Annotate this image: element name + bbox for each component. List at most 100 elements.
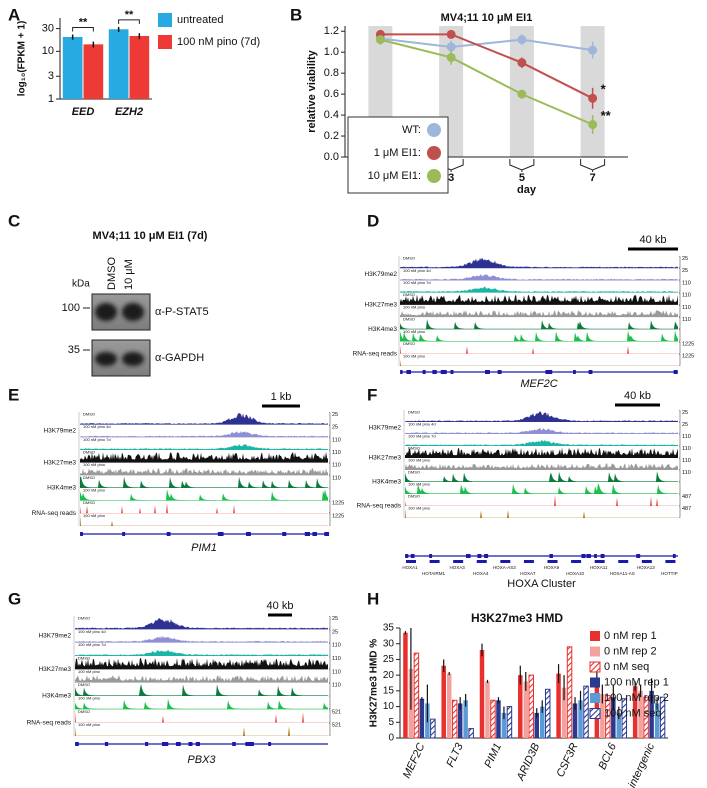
legend-swatch — [589, 661, 601, 673]
track-signal — [80, 444, 328, 450]
exon — [165, 742, 169, 746]
sample-label: DMSO — [78, 682, 90, 687]
track-scale: 487 — [682, 494, 691, 500]
track-signal — [80, 514, 328, 526]
panel-label: B — [290, 5, 302, 24]
marker-label: 100 — [62, 302, 80, 314]
legend-label: untreated — [177, 14, 223, 26]
y-tick-label: 0.6 — [324, 88, 339, 100]
gene-box — [406, 560, 416, 563]
x-tick-label: 7 — [590, 172, 596, 184]
exon — [80, 532, 83, 536]
exon — [422, 370, 426, 374]
bar — [441, 665, 446, 738]
y-tick-label: 0.0 — [324, 151, 339, 163]
track-scale-bracket — [679, 410, 681, 422]
gene-label: HOXA11-AS — [610, 571, 635, 576]
exon — [429, 554, 433, 558]
y-tick-label: 20 — [383, 670, 395, 681]
track-scale: 110 — [682, 446, 691, 452]
exon — [636, 554, 641, 558]
exon — [166, 532, 171, 536]
exon — [75, 742, 79, 746]
track-scale: 110 — [332, 437, 341, 443]
exon — [268, 742, 272, 746]
gene-box — [618, 560, 629, 563]
track-scale-bracket — [679, 458, 681, 470]
legend-label: 100 nM rep 1 — [604, 676, 669, 688]
track-scale-bracket — [679, 305, 681, 317]
track-scale-bracket — [329, 722, 331, 736]
x-tick-label: 3 — [448, 172, 454, 184]
track-scale-bracket — [329, 709, 331, 723]
legend-swatch — [590, 693, 600, 703]
track-signal — [405, 483, 678, 494]
exon — [485, 370, 490, 374]
track-scale: 110 — [332, 475, 341, 481]
y-tick-label: 0 — [388, 733, 394, 744]
track-scale-bracket — [329, 450, 331, 463]
legend-label: 100 nM pino (7d) — [177, 36, 260, 48]
sample-label: 100 nM pino 4d — [403, 268, 431, 273]
sample-label: DMSO — [408, 470, 420, 475]
legend-swatch — [590, 646, 600, 657]
antibody-label: α-P-STAT5 — [155, 306, 209, 318]
exon — [219, 532, 224, 536]
bar — [485, 681, 490, 738]
track-scale: 521 — [332, 723, 341, 729]
track-scale-bracket — [679, 470, 681, 482]
bar — [616, 712, 622, 738]
x-tick-label: intergenic — [626, 741, 657, 788]
exon — [246, 532, 251, 536]
track-mark-label: H3K79me2 — [38, 633, 71, 640]
track-scale: 521 — [332, 709, 341, 715]
track-mark-label: H3K27me3 — [368, 455, 401, 462]
track-mark-label: H3K4me3 — [42, 693, 71, 700]
bar — [561, 687, 567, 738]
y-tick-label: 30 — [383, 638, 395, 649]
track-signal — [400, 345, 678, 354]
track-scale-bracket — [679, 292, 681, 305]
track-signal — [405, 439, 678, 446]
sample-label: 100 nM pino 4d — [83, 424, 111, 429]
exon — [588, 370, 593, 374]
gene-box — [429, 560, 440, 563]
exon — [400, 370, 403, 374]
legend-label: WT: — [402, 124, 421, 136]
exon — [443, 370, 447, 374]
bar — [430, 718, 436, 739]
track-scale: 110 — [332, 656, 341, 662]
x-tick-label: EED — [72, 106, 95, 118]
track-signal — [400, 319, 678, 330]
point — [588, 93, 598, 103]
track-scale-bracket — [679, 341, 681, 354]
track-scale: 110 — [682, 317, 691, 323]
track-signal — [400, 286, 678, 293]
sample-label: 100 nM pino — [403, 304, 426, 309]
bar — [539, 706, 545, 738]
track-signal — [75, 726, 328, 736]
track-scale-bracket — [329, 616, 331, 630]
gene-box — [500, 560, 511, 563]
track-scale-bracket — [679, 494, 681, 506]
gene-label: HOTTIP — [661, 571, 678, 576]
scale-bar-label: 40 kb — [624, 390, 651, 402]
gene-label: HOXA9 — [544, 565, 560, 570]
track-signal — [80, 489, 328, 501]
track-scale-bracket — [329, 424, 331, 438]
scale-bar-label: 40 kb — [267, 600, 294, 612]
exon — [477, 554, 482, 558]
track-signal — [400, 294, 678, 305]
track-scale: 110 — [332, 643, 341, 649]
bar — [566, 646, 573, 739]
exon — [145, 742, 149, 746]
exon — [410, 554, 415, 558]
sample-label: DMSO — [78, 709, 90, 714]
x-tick — [509, 159, 535, 172]
sample-label: 100 nM pino — [408, 482, 431, 487]
track-scale: 1225 — [332, 501, 344, 507]
sample-label: 100 nM pino — [403, 329, 426, 334]
sample-label: DMSO — [403, 317, 415, 322]
track-scale: 25 — [332, 629, 338, 635]
bar — [129, 35, 150, 99]
